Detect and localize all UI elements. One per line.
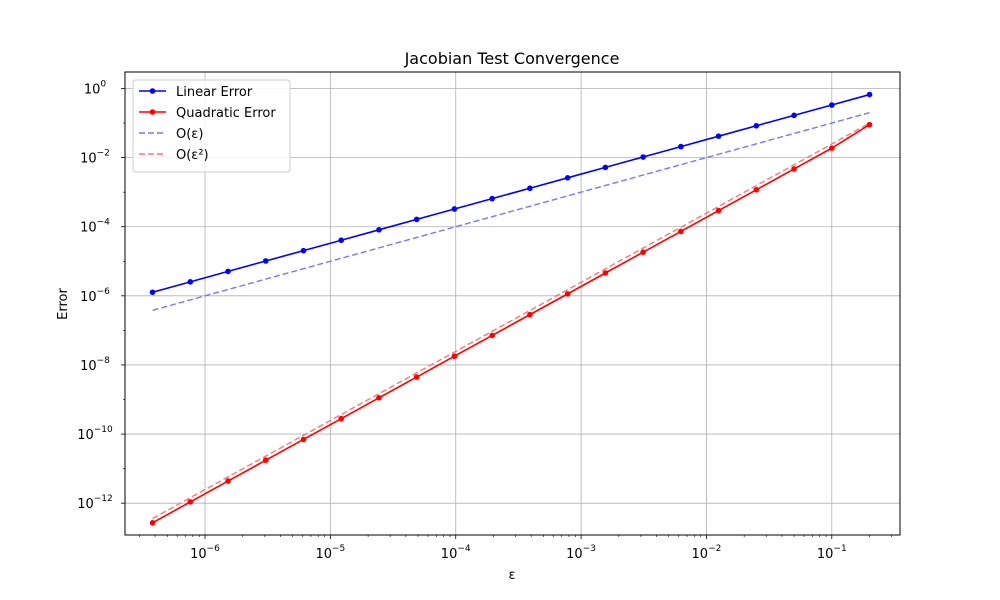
data-point [376, 395, 382, 401]
data-point [715, 133, 722, 139]
legend-marker [149, 109, 156, 115]
data-point [149, 289, 156, 296]
data-point [225, 478, 231, 484]
data-point [866, 121, 873, 128]
x-tick-label: 10−6 [190, 544, 220, 562]
data-point [451, 353, 458, 360]
data-point [678, 143, 684, 150]
data-point [791, 112, 797, 119]
data-point [527, 185, 533, 192]
data-point [413, 374, 420, 380]
data-point [527, 311, 533, 318]
series-3 [152, 122, 870, 520]
data-point [225, 268, 231, 275]
data-point [828, 145, 835, 151]
data-point [866, 91, 873, 98]
data-point [338, 237, 345, 244]
data-point [602, 270, 609, 276]
series-2 [152, 111, 870, 311]
data-point [338, 415, 345, 422]
y-tick-label: 10−2 [80, 149, 110, 167]
x-tick-label: 10−2 [692, 544, 722, 562]
data-point [451, 206, 458, 212]
data-point [300, 436, 307, 443]
data-point [791, 166, 797, 172]
data-point [262, 457, 269, 464]
x-tick-label: 10−3 [566, 544, 596, 562]
y-axis-label: Error [56, 288, 71, 320]
chart-title: Jacobian Test Convergence [404, 49, 620, 68]
x-tick-label: 10−5 [315, 544, 345, 562]
series-layer [149, 91, 873, 526]
plot-area-frame [124, 71, 901, 536]
data-point [489, 332, 495, 339]
series-line [152, 123, 870, 524]
data-point [715, 207, 722, 214]
data-point [300, 247, 307, 254]
y-tick-label: 10−8 [80, 356, 110, 374]
legend: Linear Error Quadratic Error O(ε) O(ε²) [132, 79, 291, 173]
y-tick-label: 100 [84, 79, 107, 97]
data-point [640, 154, 646, 160]
data-point [564, 175, 571, 181]
data-point [678, 228, 684, 235]
x-tick-label: 10−1 [817, 544, 847, 562]
legend-box [132, 79, 291, 173]
data-point [564, 291, 571, 297]
legend-marker [149, 88, 156, 94]
data-point [413, 216, 420, 223]
axis-ticks: 10−6 10−5 10−4 10−3 10−2 10−1 100 10−2 10−4 10−6 1… [77, 79, 892, 562]
legend-label: O(ε) [176, 127, 203, 142]
x-axis-label: ε [508, 568, 515, 583]
data-point [376, 227, 382, 233]
data-point [753, 122, 760, 129]
series-0 [149, 91, 873, 296]
data-point [602, 164, 609, 171]
data-point [489, 195, 495, 202]
series-line [152, 93, 870, 294]
y-tick-label: 10−10 [77, 425, 113, 443]
data-point [187, 279, 194, 285]
data-point [828, 102, 835, 108]
series-1 [149, 121, 873, 526]
legend-label: Quadratic Error [176, 106, 276, 121]
y-tick-label: 10−6 [80, 287, 110, 305]
y-tick-label: 10−4 [80, 218, 110, 236]
data-point [640, 249, 646, 256]
series-line [152, 111, 870, 311]
data-point [753, 187, 760, 193]
data-point [187, 499, 194, 505]
legend-label: Linear Error [176, 85, 253, 100]
series-line [152, 122, 870, 520]
x-tick-label: 10−4 [441, 544, 471, 562]
data-point [149, 520, 156, 526]
y-tick-label: 10−12 [77, 494, 113, 512]
data-point [262, 258, 269, 264]
legend-label: O(ε²) [176, 148, 209, 163]
